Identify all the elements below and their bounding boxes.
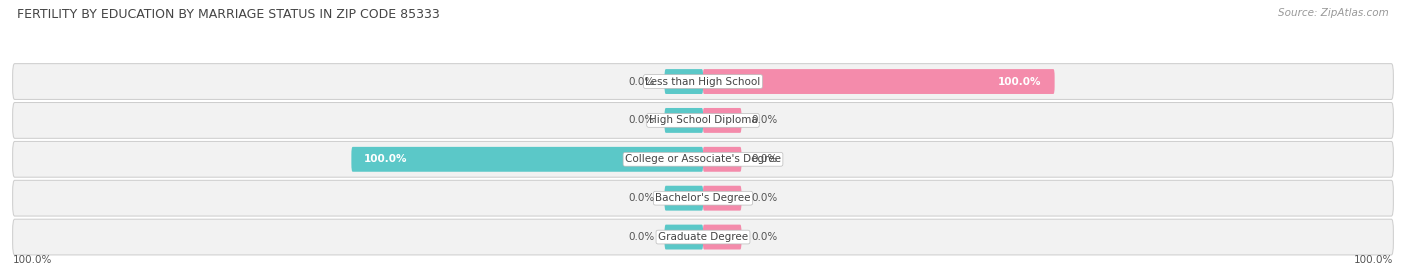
Text: Less than High School: Less than High School <box>645 76 761 87</box>
Text: 0.0%: 0.0% <box>751 115 778 126</box>
Text: Bachelor's Degree: Bachelor's Degree <box>655 193 751 203</box>
FancyBboxPatch shape <box>13 219 1393 255</box>
FancyBboxPatch shape <box>13 64 1393 99</box>
FancyBboxPatch shape <box>665 108 703 133</box>
FancyBboxPatch shape <box>665 225 703 249</box>
FancyBboxPatch shape <box>13 103 1393 138</box>
Text: High School Diploma: High School Diploma <box>648 115 758 126</box>
FancyBboxPatch shape <box>352 147 703 172</box>
FancyBboxPatch shape <box>703 69 1054 94</box>
Text: 0.0%: 0.0% <box>628 193 655 203</box>
Text: 0.0%: 0.0% <box>628 76 655 87</box>
Text: 0.0%: 0.0% <box>751 154 778 164</box>
Text: FERTILITY BY EDUCATION BY MARRIAGE STATUS IN ZIP CODE 85333: FERTILITY BY EDUCATION BY MARRIAGE STATU… <box>17 8 440 21</box>
Text: 0.0%: 0.0% <box>751 193 778 203</box>
Text: Graduate Degree: Graduate Degree <box>658 232 748 242</box>
FancyBboxPatch shape <box>703 225 741 249</box>
Text: 100.0%: 100.0% <box>998 76 1042 87</box>
FancyBboxPatch shape <box>13 180 1393 216</box>
FancyBboxPatch shape <box>703 186 741 211</box>
Text: 0.0%: 0.0% <box>628 115 655 126</box>
Text: College or Associate's Degree: College or Associate's Degree <box>626 154 780 164</box>
FancyBboxPatch shape <box>665 69 703 94</box>
Text: 0.0%: 0.0% <box>751 232 778 242</box>
Text: 0.0%: 0.0% <box>628 232 655 242</box>
FancyBboxPatch shape <box>703 108 741 133</box>
FancyBboxPatch shape <box>13 141 1393 177</box>
Text: 100.0%: 100.0% <box>13 255 52 265</box>
Text: 100.0%: 100.0% <box>364 154 408 164</box>
Text: 100.0%: 100.0% <box>1354 255 1393 265</box>
Text: Source: ZipAtlas.com: Source: ZipAtlas.com <box>1278 8 1389 18</box>
FancyBboxPatch shape <box>665 186 703 211</box>
FancyBboxPatch shape <box>703 147 741 172</box>
